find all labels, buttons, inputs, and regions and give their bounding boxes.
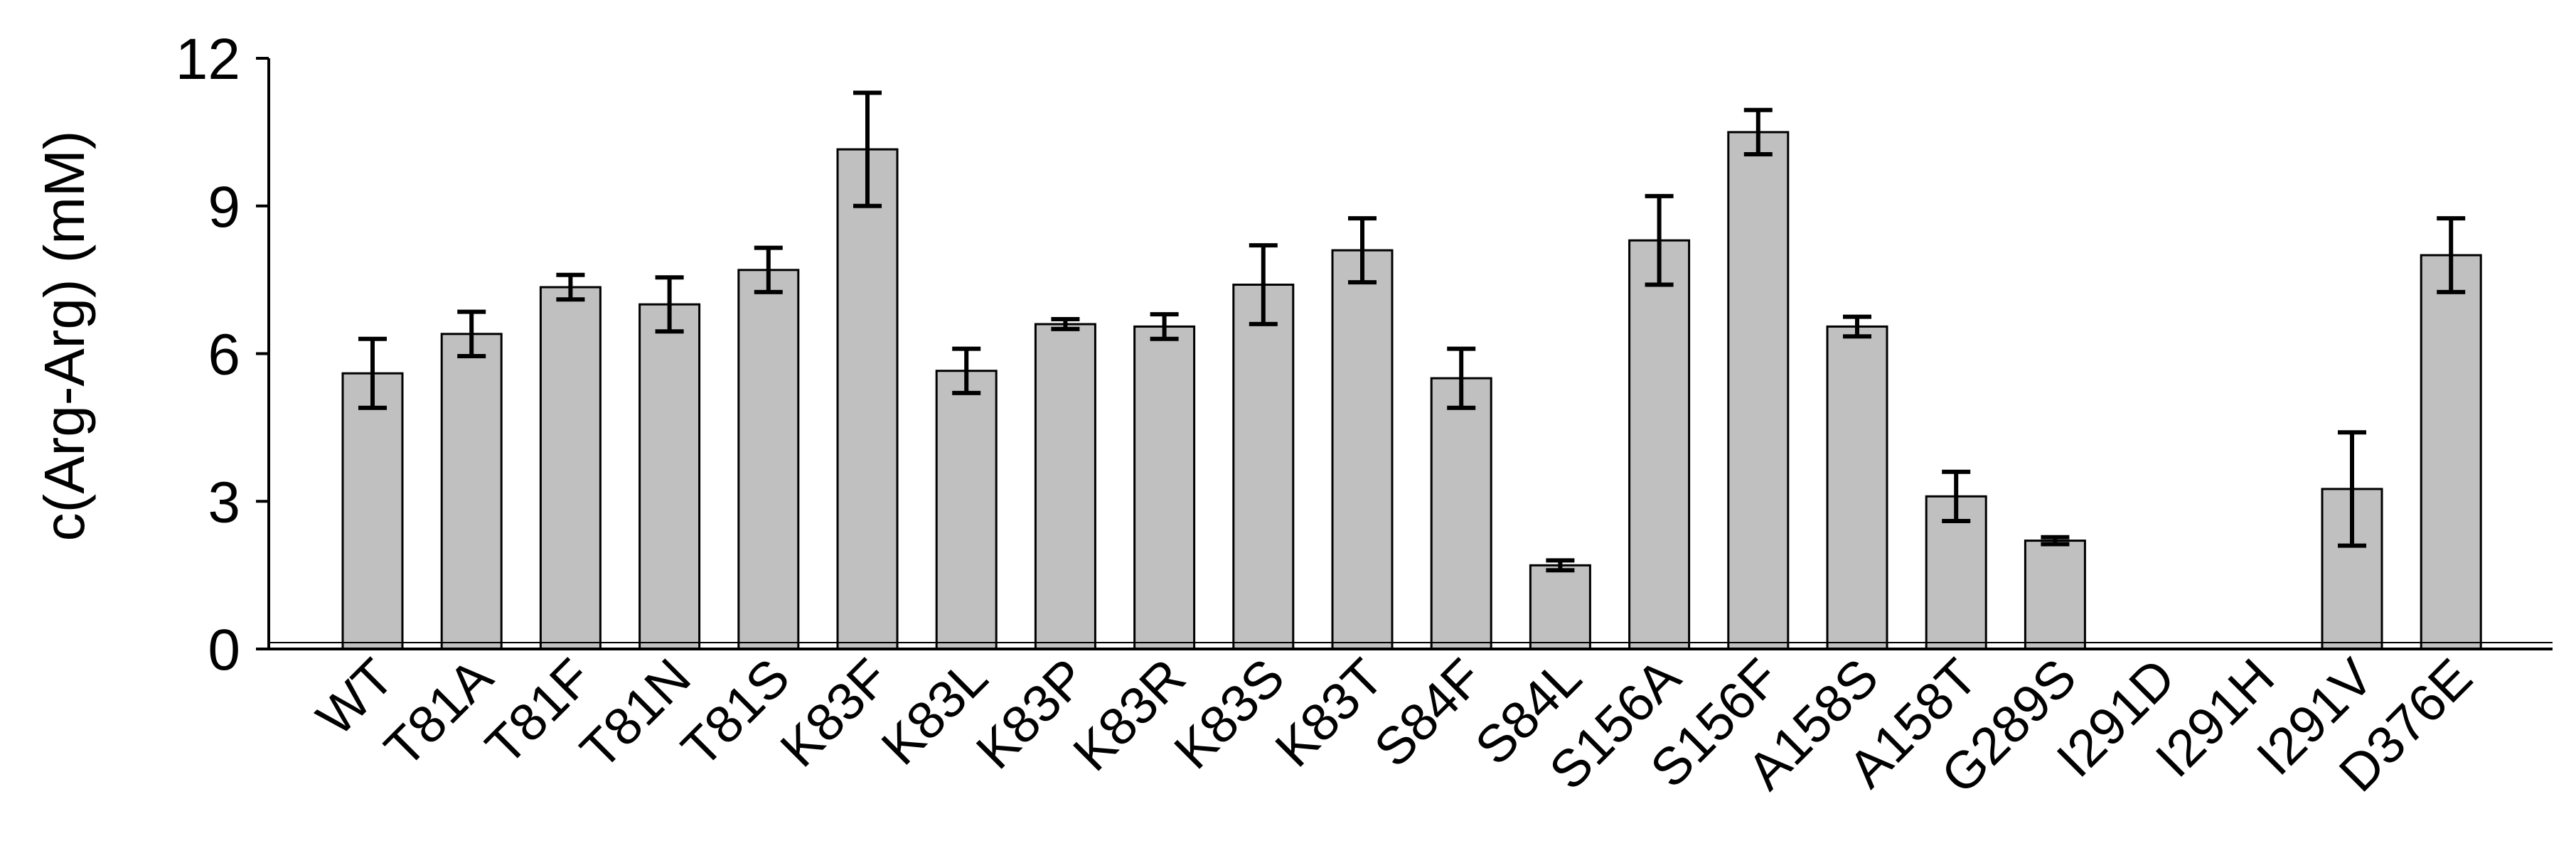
bar-k83s [1232,284,1295,650]
error-bar-t81n [655,275,684,334]
error-bar-t81s [754,245,783,294]
x-tick-label-t81s: T81S [670,648,801,778]
bar-d376e [2420,254,2482,650]
bar-s84l [1529,564,1591,650]
x-tick-label-s84f: S84F [1363,648,1494,778]
error-bar-s84l [1546,558,1575,573]
x-tick-label-k83s: K83S [1163,648,1295,780]
y-tick-label-12: 12 [176,27,240,92]
error-bar-k83t [1348,216,1377,285]
error-bar-k83p [1051,317,1080,331]
x-tick-label-k83f: K83F [769,648,900,778]
error-bar-k83s [1249,243,1278,326]
bar-k83r [1133,325,1196,650]
error-bar-k83r [1150,312,1179,341]
error-bar-s156a [1645,193,1674,287]
error-bar-k83l [952,346,981,395]
bar-t81s [737,269,800,650]
bar-t81f [539,286,602,650]
x-tick-label-k83p: K83P [965,648,1098,780]
x-tick-labels: WTT81AT81FT81NT81SK83FK83LK83PK83RK83SK8… [305,647,2483,805]
x-tick-label-k83l: K83L [870,648,999,776]
y-axis-title: c(Arg-Arg) (mM) [33,131,96,542]
x-tick-label-t81f: T81F [474,648,603,776]
bar-s84f [1430,377,1492,650]
error-bar-wt [358,336,387,410]
y-tick-labels: 0 3 6 9 12 [176,27,240,682]
bar-s156f [1727,131,1790,650]
error-bar-a158t [1942,469,1971,523]
y-tick-label-0: 0 [208,618,240,682]
bar-g289s [2024,540,2086,650]
bar-s156a [1628,239,1691,650]
error-bars-layer [358,90,2466,573]
bar-t81a [440,333,503,650]
x-tick-label-k83r: K83R [1062,648,1197,783]
bar-t81n [638,303,701,650]
axes-layer [256,57,2553,650]
y-tick-label-6: 6 [208,323,240,387]
error-bar-s156f [1743,107,1773,156]
bar-k83t [1331,249,1394,650]
bars-layer [341,131,2482,650]
y-tick-label-9: 9 [208,175,240,240]
error-bar-t81a [457,309,486,358]
error-bar-d376e [2437,216,2466,294]
error-bar-g289s [2041,535,2070,547]
bar-k83p [1034,323,1096,650]
error-bar-t81f [556,272,585,302]
error-bar-s84f [1447,346,1476,410]
bar-k83f [836,148,899,650]
bar-wt [341,372,404,650]
x-tick-label-t81a: T81A [373,647,504,778]
bar-a158s [1826,325,1888,650]
error-bar-a158s [1843,314,1871,339]
x-tick-label-k83t: K83T [1264,648,1395,778]
error-bar-k83f [853,90,882,208]
bar-k83l [935,370,998,650]
y-tick-label-3: 3 [208,470,240,535]
error-bar-i291v [2338,430,2366,548]
x-tick-label-t81n: T81N [569,648,702,780]
